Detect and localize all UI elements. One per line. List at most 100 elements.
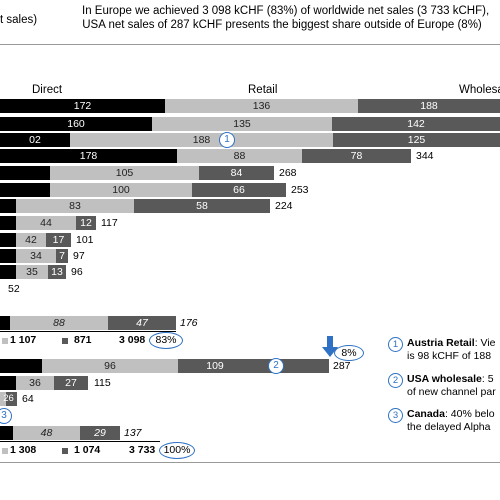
- bar-direct: [0, 133, 70, 147]
- footer-divider: [0, 462, 500, 463]
- header-divider: [0, 44, 500, 45]
- bar-wholesale: [192, 183, 286, 197]
- note-2-title: USA wholesale: [407, 373, 482, 385]
- bar-retail: [16, 249, 56, 263]
- bar-retail: [165, 99, 358, 113]
- bar-retail: [13, 426, 80, 440]
- legend-wholesale-square: [62, 338, 68, 344]
- note-2-line-1: : 5: [481, 373, 494, 385]
- bar-retail: [42, 359, 178, 373]
- marker-circle-1: 1: [219, 132, 235, 148]
- bar-direct: [0, 166, 50, 180]
- bar-retail: [16, 199, 134, 213]
- bar-wholesale: [56, 249, 68, 263]
- legend-retail-square: [2, 448, 8, 454]
- bar-direct: [0, 233, 16, 247]
- total-line: [0, 441, 160, 442]
- bar-retail: [70, 133, 333, 147]
- bar-wholesale: [178, 359, 329, 373]
- bar-total-label: 52: [8, 283, 20, 295]
- legend-wholesale-square: [62, 448, 68, 454]
- bar-direct: [0, 316, 10, 330]
- bar-retail: [152, 117, 332, 131]
- bar-direct: [0, 376, 16, 390]
- bar-wholesale: [199, 166, 274, 180]
- world-sum-total: 3 733: [129, 444, 156, 456]
- bar-wholesale: [80, 426, 120, 440]
- header-summary: In Europe we achieved 3 098 kCHF (83%) o…: [82, 4, 490, 32]
- bar-wholesale: [76, 216, 96, 230]
- legend-retail-square: [2, 338, 8, 344]
- bar-total-label: 117: [101, 217, 118, 229]
- bar-total-label: 96: [71, 266, 83, 278]
- bar-total-label: 287: [333, 360, 351, 372]
- bar-retail: [10, 316, 108, 330]
- subtotal-line: [0, 331, 176, 332]
- marker-circle-3: 3: [0, 408, 12, 424]
- bar-wholesale: [108, 316, 176, 330]
- note-3-title: Canada: [407, 408, 445, 420]
- europe-sum-retail: 1 107: [10, 334, 37, 346]
- marker-circle-2: 2: [268, 358, 284, 374]
- column-header-direct: Direct: [32, 84, 63, 96]
- bar-wholesale: [48, 265, 66, 279]
- world-share-badge: 100%: [159, 442, 195, 459]
- bar-retail: [0, 392, 6, 406]
- bar-total-label: 101: [76, 234, 94, 246]
- header-summary-line-2: USA net sales of 287 kCHF presents the b…: [82, 19, 482, 31]
- note-3-line-2: the delayed Alpha: [407, 421, 491, 433]
- bar-wholesale: [46, 233, 71, 247]
- note-1-line-1: : Vie: [474, 337, 496, 349]
- bar-direct: [0, 426, 13, 440]
- bar-wholesale: [6, 392, 17, 406]
- note-1-line-2: is 98 kCHF of 188: [407, 350, 492, 362]
- bar-total-label: 224: [275, 200, 293, 212]
- column-header-wholesale: Wholesale: [459, 84, 500, 96]
- world-sum-wholesale: 1 074: [74, 444, 101, 456]
- bar-direct: [0, 99, 165, 113]
- header-left-text: t sales): [0, 14, 38, 26]
- bar-wholesale: [302, 149, 411, 163]
- bar-direct: [0, 199, 16, 213]
- bar-retail: [16, 376, 54, 390]
- bar-direct: [0, 117, 152, 131]
- usa-share-badge: 8%: [334, 345, 364, 361]
- bar-wholesale: [54, 376, 88, 390]
- bar-wholesale: [358, 99, 500, 113]
- note-marker-1: 1: [388, 337, 403, 352]
- column-header-retail: Retail: [248, 84, 278, 96]
- bar-wholesale: [333, 133, 500, 147]
- bar-direct: [0, 265, 16, 279]
- europe-sum-total: 3 098: [119, 334, 146, 346]
- note-marker-2: 2: [388, 373, 403, 388]
- bar-retail: [50, 166, 199, 180]
- note-1-title: Austria Retail: [407, 337, 475, 349]
- bar-total-label: 253: [291, 184, 309, 196]
- bar-retail: [16, 216, 76, 230]
- bar-total-label: 115: [94, 377, 111, 389]
- note-3-line-1: : 40% belo: [444, 408, 495, 420]
- bar-total-label: 64: [22, 393, 34, 405]
- header-summary-line-1: In Europe we achieved 3 098 kCHF (83%) o…: [82, 5, 490, 17]
- bar-direct: [0, 249, 16, 263]
- europe-sum-wholesale: 871: [74, 334, 92, 346]
- bar-retail: [177, 149, 302, 163]
- bar-direct: [0, 183, 50, 197]
- bar-wholesale: [134, 199, 270, 213]
- bar-direct: [0, 149, 177, 163]
- bar-retail: [50, 183, 192, 197]
- bar-total-label: 268: [279, 167, 297, 179]
- bar-retail: [16, 233, 46, 247]
- bar-wholesale: [332, 117, 500, 131]
- bar-direct: [0, 216, 16, 230]
- bar-total-label: 176: [180, 317, 198, 329]
- bar-total-label: 137: [124, 427, 142, 439]
- bar-direct: [0, 359, 42, 373]
- note-2-line-2: of new channel par: [407, 386, 496, 398]
- bar-total-label: 344: [416, 150, 434, 162]
- bar-retail: [16, 265, 48, 279]
- world-sum-retail: 1 308: [10, 444, 37, 456]
- bar-total-label: 97: [73, 250, 85, 262]
- note-marker-3: 3: [388, 408, 403, 423]
- europe-share-badge: 83%: [149, 332, 183, 349]
